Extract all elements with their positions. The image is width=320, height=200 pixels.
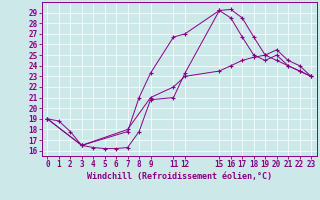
X-axis label: Windchill (Refroidissement éolien,°C): Windchill (Refroidissement éolien,°C) [87,172,272,181]
